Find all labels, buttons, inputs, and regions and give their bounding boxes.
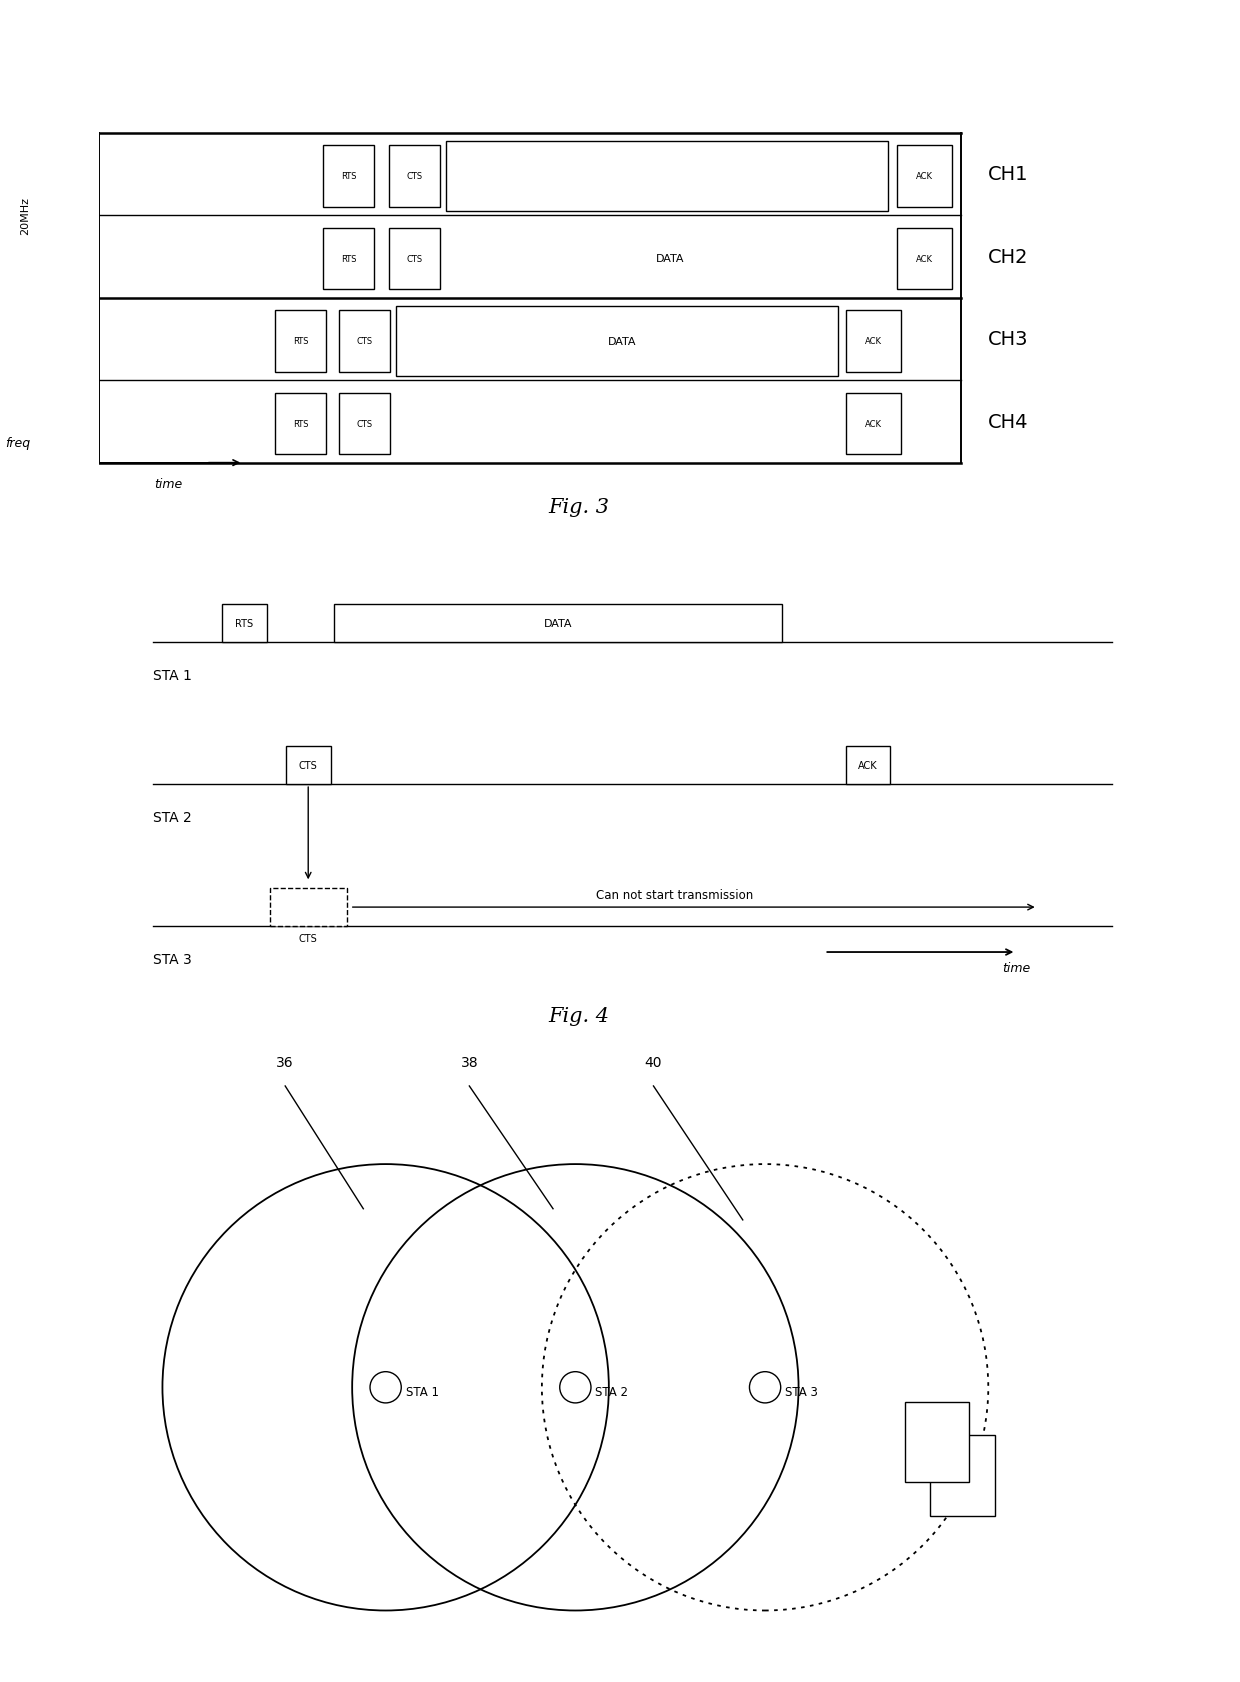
Text: CH2: CH2 (987, 247, 1028, 267)
Bar (446, 141, 888, 212)
Text: Fig. 4: Fig. 4 (548, 1008, 610, 1026)
Text: ACK: ACK (866, 338, 882, 346)
Circle shape (559, 1373, 591, 1403)
Bar (275, 311, 326, 373)
Bar (930, 1435, 994, 1515)
Bar (905, 1403, 970, 1482)
Text: CTS: CTS (407, 254, 423, 264)
Text: STA 1: STA 1 (153, 669, 191, 683)
Bar (270, 888, 347, 927)
Text: STA 2: STA 2 (595, 1386, 629, 1398)
Text: Fig. 3: Fig. 3 (548, 498, 610, 516)
Text: 40: 40 (645, 1056, 662, 1070)
Text: RTS: RTS (293, 420, 309, 429)
Text: CTS: CTS (299, 934, 317, 944)
Text: CH3: CH3 (987, 330, 1028, 350)
Text: CTS: CTS (357, 420, 373, 429)
Bar (222, 606, 267, 643)
Text: RTS: RTS (341, 172, 356, 182)
Text: time: time (155, 478, 182, 491)
Bar (339, 311, 391, 373)
Bar (396, 306, 838, 377)
Text: STA 3: STA 3 (153, 952, 191, 967)
Bar (324, 229, 374, 291)
Text: DATA: DATA (656, 254, 684, 264)
Text: CH4: CH4 (987, 412, 1028, 432)
Text: RTS: RTS (341, 254, 356, 264)
Text: CTS: CTS (407, 172, 423, 182)
Bar (334, 606, 781, 643)
Text: CTS: CTS (299, 760, 317, 770)
Text: freq: freq (5, 436, 30, 449)
Bar (897, 146, 952, 209)
Bar (389, 229, 440, 291)
Text: RTS: RTS (293, 338, 309, 346)
Bar (846, 311, 901, 373)
Bar (897, 229, 952, 291)
Text: RTS: RTS (236, 619, 253, 629)
Text: Can not start transmission: Can not start transmission (596, 888, 754, 902)
Circle shape (370, 1373, 402, 1403)
Text: DATA: DATA (608, 336, 636, 346)
Bar (285, 747, 331, 784)
Bar (339, 394, 391, 456)
Text: ACK: ACK (858, 760, 878, 770)
Text: 36: 36 (277, 1056, 294, 1070)
Text: STA 2: STA 2 (153, 811, 191, 824)
Text: time: time (1002, 962, 1030, 976)
Text: DATA: DATA (543, 619, 572, 629)
Bar (275, 394, 326, 456)
Text: ACK: ACK (916, 254, 932, 264)
Text: 20MHz: 20MHz (20, 197, 30, 235)
Bar (846, 394, 901, 456)
Text: ACK: ACK (916, 172, 932, 182)
Text: STA 1: STA 1 (405, 1386, 439, 1398)
Bar (324, 146, 374, 209)
Text: CH1: CH1 (987, 165, 1028, 185)
Text: ACK: ACK (866, 420, 882, 429)
Text: STA 3: STA 3 (785, 1386, 818, 1398)
Text: CTS: CTS (357, 338, 373, 346)
Circle shape (749, 1373, 781, 1403)
Bar (846, 747, 890, 784)
Text: 38: 38 (460, 1056, 479, 1070)
Bar (389, 146, 440, 209)
